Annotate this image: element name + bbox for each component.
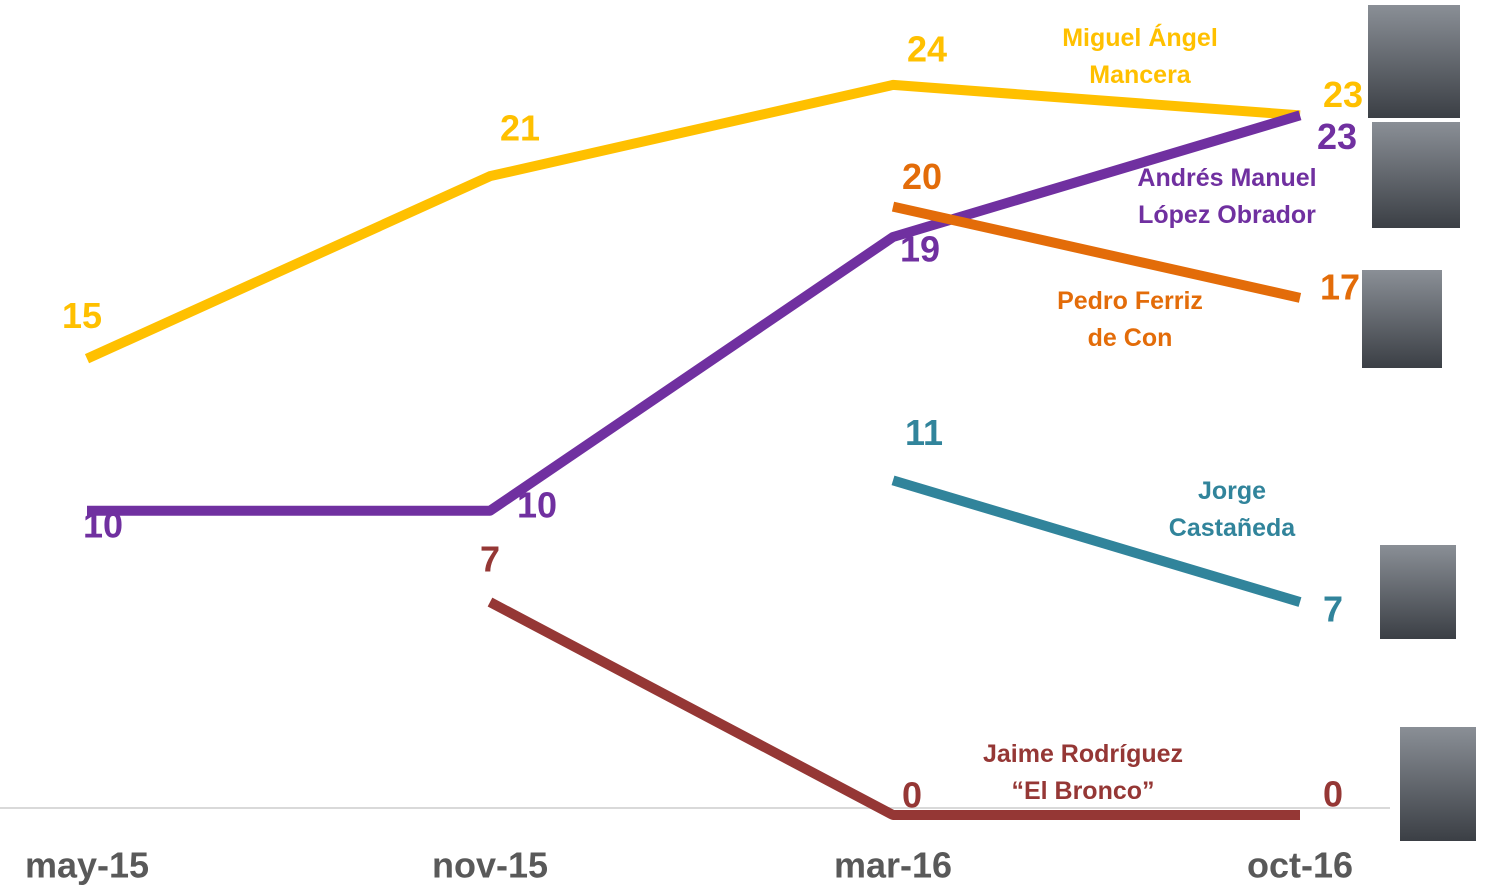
- x-tick-label: nov-15: [432, 845, 548, 886]
- data-label: 23: [1323, 74, 1363, 115]
- data-label: 21: [500, 108, 540, 149]
- page: {"chart_data": {"type": "line", "categor…: [0, 0, 1500, 892]
- data-label: 17: [1320, 266, 1360, 307]
- x-tick-label: oct-16: [1247, 845, 1353, 886]
- x-tick-label: may-15: [25, 845, 149, 886]
- photo: [1400, 727, 1476, 841]
- photo: [1380, 545, 1456, 639]
- data-label: 24: [907, 28, 947, 69]
- chart: may-15 nov-15 mar-16 oct-16 15 21 24 23 10 10 19 23…: [0, 0, 1500, 892]
- photo: [1368, 5, 1460, 118]
- series-name: Andrés Manuel López Obrador: [1137, 160, 1316, 234]
- series-name: Miguel Ángel Mancera: [1062, 20, 1218, 94]
- series-name: Pedro Ferriz de Con: [1057, 283, 1203, 357]
- photo: [1362, 270, 1442, 368]
- data-label: 19: [900, 229, 940, 270]
- data-label: 10: [517, 484, 557, 525]
- photo: [1372, 122, 1460, 228]
- x-tick-label: mar-16: [834, 845, 952, 886]
- data-label: 23: [1317, 116, 1357, 157]
- data-label: 0: [902, 775, 922, 816]
- series-name: Jaime Rodríguez “El Bronco”: [983, 736, 1183, 810]
- data-label: 20: [902, 156, 942, 197]
- series-name: Jorge Castañeda: [1169, 473, 1295, 547]
- data-label: 15: [62, 295, 102, 336]
- data-label: 0: [1323, 774, 1343, 815]
- data-label: 7: [1323, 589, 1343, 630]
- data-label: 7: [480, 539, 500, 580]
- data-label: 11: [905, 412, 943, 453]
- data-label: 10: [83, 504, 123, 545]
